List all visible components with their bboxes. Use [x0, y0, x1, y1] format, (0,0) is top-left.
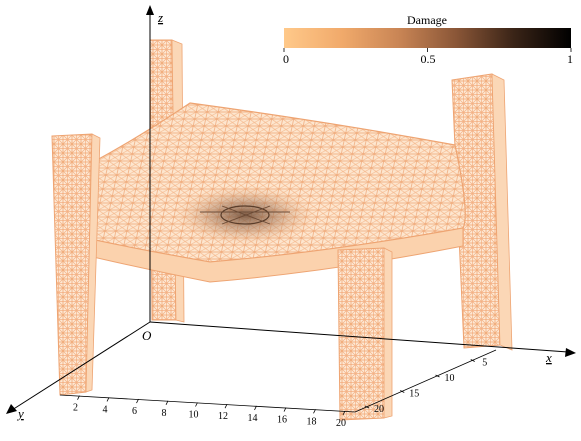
y-tick-mark: [195, 402, 198, 407]
origin-label: O: [142, 328, 152, 343]
y-tick-label: 12: [218, 411, 228, 422]
column-front-left: [51, 133, 101, 396]
x-tick-mark: [435, 374, 440, 378]
y-tick-mark: [77, 395, 80, 400]
y-tick-mark: [224, 404, 228, 409]
colorbar-tick-label: 1: [567, 52, 573, 66]
x-tick-label: 20: [374, 404, 384, 415]
y-tick-mark: [283, 407, 287, 412]
z-axis-arrow-icon: [146, 5, 154, 15]
y-tick-label: 8: [162, 408, 167, 419]
x-tick-mark: [470, 359, 475, 362]
y-axis-arrow-icon: [6, 404, 17, 414]
y-tick-mark: [342, 410, 346, 416]
x-axis-label: x: [545, 350, 552, 365]
y-tick-label: 16: [277, 415, 287, 426]
y-tick-label: 18: [307, 416, 317, 427]
x-tick-label: 15: [409, 389, 419, 400]
y-tick-mark: [165, 400, 169, 405]
y-tick-group: 2 4 6 8 10 12 14 16 18 20: [73, 395, 346, 429]
colorbar-tick-label: 0.5: [421, 52, 436, 66]
floor-slab: [61, 102, 466, 283]
y-tick-label: 4: [103, 404, 108, 415]
z-axis-label: z: [157, 10, 163, 25]
y-tick-mark: [254, 405, 257, 411]
y-tick-label: 2: [73, 403, 78, 414]
y-tick-mark: [106, 397, 110, 402]
y-tick-mark: [136, 398, 139, 404]
y-tick-label: 14: [248, 413, 258, 424]
colorbar-tick-label: 0: [283, 52, 289, 66]
colorbar-gradient: [284, 28, 571, 48]
x-tick-label: 10: [445, 373, 455, 384]
x-tick-group: 5 10 15 20: [364, 358, 487, 415]
x-axis-arrow-icon: [565, 348, 576, 357]
y-tick-label: 20: [336, 418, 346, 429]
x-tick-mark: [400, 390, 405, 393]
axes: z x y O: [6, 5, 576, 421]
x-tick-label: 5: [482, 358, 487, 369]
colorbar: Damage 0 0.5 1: [283, 13, 573, 66]
x-tick-mark: [364, 405, 370, 409]
colorbar-title: Damage: [407, 13, 447, 27]
y-tick-mark: [313, 409, 316, 414]
y-tick-label: 10: [189, 410, 199, 421]
column-back-right: [451, 73, 513, 351]
column-front-right: [337, 247, 393, 421]
y-tick-label: 6: [132, 406, 137, 417]
y-axis-label: y: [16, 406, 24, 421]
